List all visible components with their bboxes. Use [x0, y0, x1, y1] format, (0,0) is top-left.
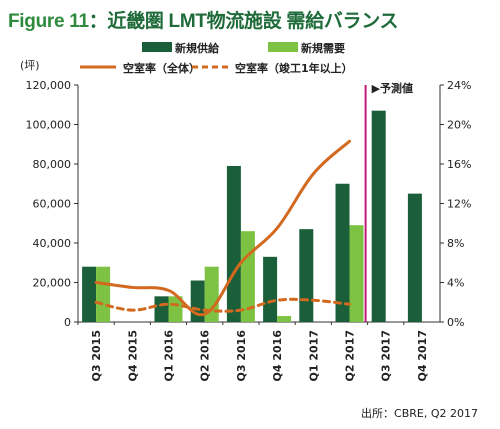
legend-label: 空室率（竣工1年以上） — [235, 61, 353, 75]
x-tick-label: Q3 2017 — [380, 330, 393, 381]
bar-demand — [277, 316, 292, 322]
chart-title-prefix: Figure 11 — [8, 11, 89, 32]
y-left-tick-label: 120,000 — [26, 79, 72, 92]
x-tick-label: Q2 2017 — [344, 330, 357, 381]
y-left-tick-label: 20,000 — [33, 277, 72, 290]
y-right-tick-label: 20% — [447, 119, 471, 132]
forecast-label: ▶予測値 — [372, 81, 413, 95]
x-tick-label: Q3 2015 — [90, 330, 103, 381]
bar-demand — [168, 296, 183, 322]
y-left-unit-label: (坪) — [20, 59, 40, 72]
bar-supply — [407, 193, 422, 322]
y-left-tick-label: 60,000 — [33, 198, 72, 211]
line-vacancy-total — [94, 139, 351, 317]
bar-supply — [371, 110, 386, 322]
bar-supply — [263, 256, 278, 322]
y-right-tick-label: 8% — [447, 237, 464, 250]
x-tick-label: Q3 2016 — [235, 330, 248, 382]
y-right-tick-label: 4% — [447, 277, 464, 290]
y-left-tick-label: 100,000 — [26, 119, 72, 132]
bar-supply — [226, 165, 241, 322]
x-tick-label: Q4 2016 — [271, 330, 284, 382]
bar-demand — [204, 266, 219, 322]
bar-demand — [96, 266, 111, 322]
legend-label: 新規供給 — [175, 41, 220, 55]
y-left-tick-label: 40,000 — [33, 237, 72, 250]
x-tick-label: Q4 2017 — [416, 330, 429, 381]
x-tick-label: Q4 2015 — [126, 330, 139, 381]
x-tick-label: Q1 2017 — [307, 330, 320, 381]
bar-supply — [299, 229, 314, 322]
legend-swatch — [268, 42, 298, 52]
y-left-tick-label: 0 — [64, 316, 71, 329]
legend-swatch — [142, 42, 172, 52]
y-left-tick-label: 80,000 — [33, 158, 72, 171]
legend-label: 新規需要 — [301, 41, 345, 55]
y-right-tick-label: 24% — [447, 79, 471, 92]
bar-demand — [349, 225, 364, 322]
x-tick-label: Q1 2016 — [163, 330, 176, 382]
bar-supply — [154, 296, 169, 322]
legend-label: 空室率（全体） — [123, 61, 200, 75]
chart-title-rest: ：近畿圏 LMT物流施設 需給バランス — [88, 11, 399, 32]
y-right-tick-label: 16% — [447, 158, 471, 171]
y-right-tick-label: 12% — [447, 198, 471, 211]
y-right-tick-label: 0% — [447, 316, 464, 329]
bar-supply — [82, 266, 97, 322]
bar-supply — [335, 183, 350, 322]
source-note: 出所：CBRE, Q2 2017 — [361, 407, 478, 420]
line-vacancy-1yr — [94, 297, 351, 313]
chart-title: Figure 11：近畿圏 LMT物流施設 需給バランス — [8, 6, 399, 33]
x-tick-label: Q2 2016 — [199, 330, 212, 382]
